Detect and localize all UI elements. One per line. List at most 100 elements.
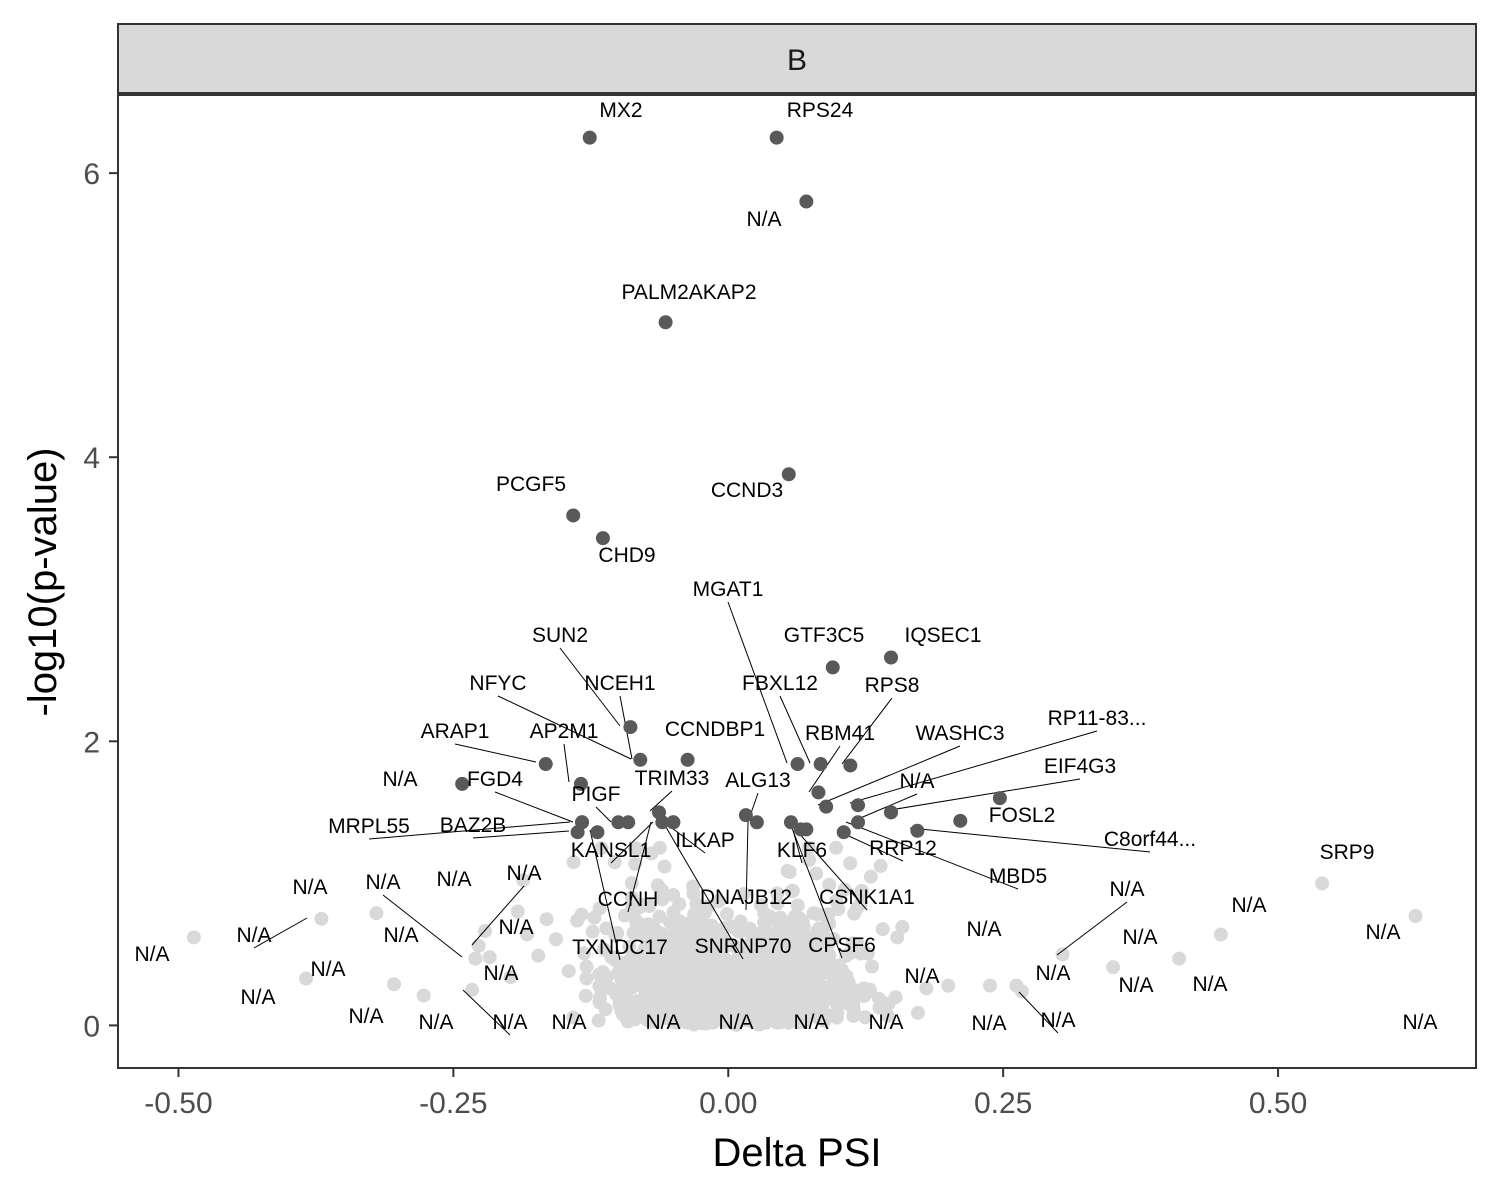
background-point (784, 995, 799, 1010)
background-point (911, 1005, 926, 1020)
background-point (812, 1000, 827, 1015)
background-point (579, 971, 594, 986)
background-point (644, 846, 659, 861)
point-label: RBM41 (805, 722, 875, 745)
point-label: N/A (383, 924, 418, 947)
data-point (186, 930, 201, 945)
point-label: N/A (483, 962, 518, 985)
background-point (585, 924, 600, 939)
background-point (660, 968, 675, 983)
y-tick-label: 4 (83, 442, 100, 475)
background-point (761, 981, 776, 996)
background-point (770, 886, 785, 901)
background-point (753, 993, 768, 1008)
background-point (707, 990, 722, 1005)
background-point (516, 873, 531, 888)
background-point (798, 937, 813, 952)
point-label: CCND3 (711, 479, 783, 502)
significant-points (455, 130, 1007, 840)
point-label: N/A (868, 1011, 903, 1034)
y-axis: 0 2 4 6 (83, 158, 118, 1043)
leader-line (253, 917, 308, 949)
background-point (711, 894, 726, 909)
leader-line (471, 885, 525, 946)
leader-lines (253, 601, 1151, 1036)
data-point (819, 799, 834, 814)
point-label: NCEH1 (584, 672, 655, 695)
point-label: TRIM33 (635, 767, 710, 790)
background-point (839, 948, 854, 963)
background-point (744, 950, 759, 965)
background-points (186, 840, 1423, 1032)
background-point (699, 926, 714, 941)
background-point (854, 883, 869, 898)
point-label: N/A (436, 868, 471, 891)
facet-strip-label: B (787, 44, 807, 77)
data-point (503, 970, 518, 985)
point-label: ALG13 (725, 769, 790, 792)
leader-line (727, 601, 788, 764)
background-point (881, 1008, 896, 1023)
background-point (793, 921, 808, 936)
background-point (531, 948, 546, 963)
background-point (872, 991, 887, 1006)
point-label: N/A (645, 1011, 680, 1034)
data-point (573, 776, 588, 791)
data-point (666, 815, 681, 830)
background-point (733, 924, 748, 939)
point-label: N/A (1231, 894, 1266, 917)
point-label: N/A (1365, 921, 1400, 944)
data-point (582, 130, 597, 145)
background-point (577, 946, 592, 961)
point-label: N/A (310, 958, 345, 981)
data-point (884, 650, 899, 665)
background-point (790, 910, 805, 925)
point-label: CHD9 (598, 544, 655, 567)
data-point (621, 815, 636, 830)
background-point (809, 931, 824, 946)
point-label: N/A (1109, 878, 1144, 901)
background-point (782, 921, 797, 936)
point-label: TXNDC17 (572, 936, 668, 959)
background-point (737, 886, 752, 901)
point-label: BAZ2B (440, 814, 507, 837)
y-tick-label: 0 (83, 1010, 100, 1043)
point-label: N/A (382, 768, 417, 791)
background-point (592, 967, 607, 982)
point-label: RPS24 (787, 99, 854, 122)
point-label: N/A (971, 1012, 1006, 1035)
point-label: FOSL2 (989, 804, 1056, 827)
background-point (773, 993, 788, 1008)
point-label: MRPL55 (328, 815, 410, 838)
leader-line (779, 695, 811, 764)
point-label: N/A (551, 1011, 586, 1034)
point-label: N/A (348, 1005, 383, 1028)
data-point (658, 315, 673, 330)
background-point (845, 936, 860, 951)
background-point (780, 863, 795, 878)
background-point (610, 926, 625, 941)
point-label: N/A (240, 986, 275, 1009)
background-point (773, 932, 788, 947)
background-point (631, 900, 646, 915)
background-point (637, 941, 652, 956)
background-point (837, 882, 852, 897)
data-point (590, 825, 605, 840)
background-point (755, 932, 770, 947)
data-point (386, 977, 401, 992)
background-point (723, 1001, 738, 1016)
background-point (676, 943, 691, 958)
point-label: ILKAP (675, 829, 735, 852)
data-point (910, 823, 925, 838)
data-point (1009, 978, 1024, 993)
background-point (873, 858, 888, 873)
data-point (781, 467, 796, 482)
leader-line (649, 790, 673, 812)
point-label: FGD4 (467, 768, 523, 791)
data-point (799, 194, 814, 209)
point-label: N/A (1192, 973, 1227, 996)
data-point (1213, 927, 1228, 942)
leader-line (849, 730, 1098, 804)
background-point (919, 981, 934, 996)
point-label: N/A (1402, 1011, 1437, 1034)
